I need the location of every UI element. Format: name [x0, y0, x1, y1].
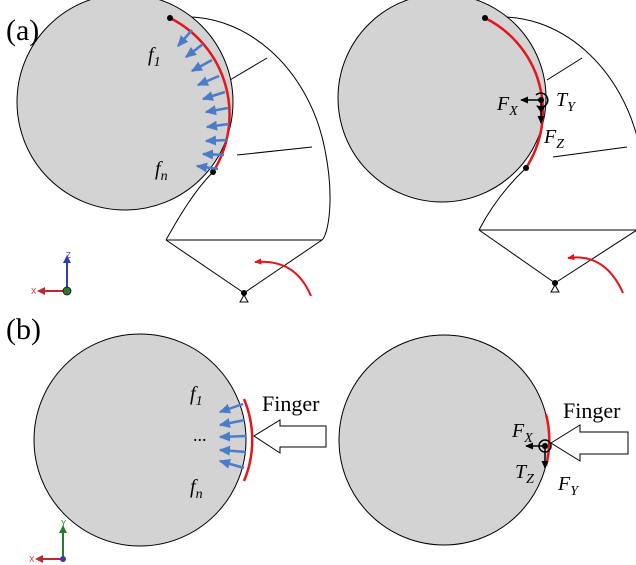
contact-force-arrows [218, 402, 247, 470]
base-pivot [550, 280, 560, 293]
finger-label: Finger [262, 391, 320, 416]
contact-point-bottom [210, 169, 216, 175]
contact-point-top [482, 15, 488, 21]
resultant-label-fx: FX [496, 93, 518, 119]
finger-links-a-left [165, 16, 331, 294]
resultant-label-ty: TY [556, 89, 577, 115]
base-pivot [239, 290, 249, 303]
contact-force-arrows [177, 29, 230, 173]
resultant-label-fx: FX [511, 420, 533, 446]
resultant-torque-arrow [538, 439, 552, 453]
rotation-arrow-a-right [567, 253, 624, 294]
resultant-label-tz: TZ [515, 461, 534, 487]
axis-label-x: X [31, 287, 37, 296]
panel-label-a: (a) [6, 14, 39, 47]
panel-label-b: (b) [6, 313, 41, 346]
contact-arc [242, 398, 254, 482]
finger-links-a-right [478, 16, 636, 284]
axis-triad-b: Y X [29, 519, 67, 564]
resultant-label-fz: FZ [543, 126, 564, 152]
resultant-torque-arrow [535, 92, 549, 113]
axis-label-y: Y [61, 519, 67, 528]
force-label-f1: f1 [190, 383, 203, 409]
resultant-label-fy: FY [557, 473, 580, 499]
force-label-fn: fn [190, 476, 203, 502]
force-label-f1: f1 [148, 44, 161, 70]
contact-point-top [167, 15, 173, 21]
axis-label-x: X [29, 555, 35, 564]
force-label-fn: fn [155, 158, 168, 184]
contact-arc [484, 16, 545, 169]
force-ellipsis: ... [193, 425, 207, 445]
contact-point-bottom [523, 165, 529, 171]
rotation-arrow-a-left [254, 258, 312, 297]
finger-label: Finger [563, 398, 621, 423]
object-circle [16, 0, 234, 211]
axis-triad-a: Z X [31, 251, 72, 296]
finger-arrow [253, 419, 327, 454]
object-circle [33, 333, 247, 547]
finger-arrow [550, 424, 629, 462]
axis-label-z: Z [66, 251, 71, 260]
object-circle [337, 0, 547, 203]
